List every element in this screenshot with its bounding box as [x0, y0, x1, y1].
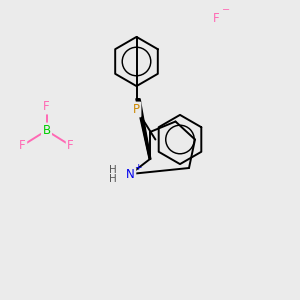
Text: F: F — [67, 139, 74, 152]
Text: P: P — [133, 103, 140, 116]
Text: H: H — [109, 174, 117, 184]
Text: F: F — [213, 11, 219, 25]
Text: B: B — [42, 124, 51, 137]
Text: F: F — [43, 100, 50, 113]
Text: N: N — [126, 167, 135, 181]
Text: H: H — [109, 165, 117, 176]
Text: +: + — [134, 163, 142, 172]
Text: F: F — [19, 139, 26, 152]
Text: −: − — [221, 4, 230, 15]
